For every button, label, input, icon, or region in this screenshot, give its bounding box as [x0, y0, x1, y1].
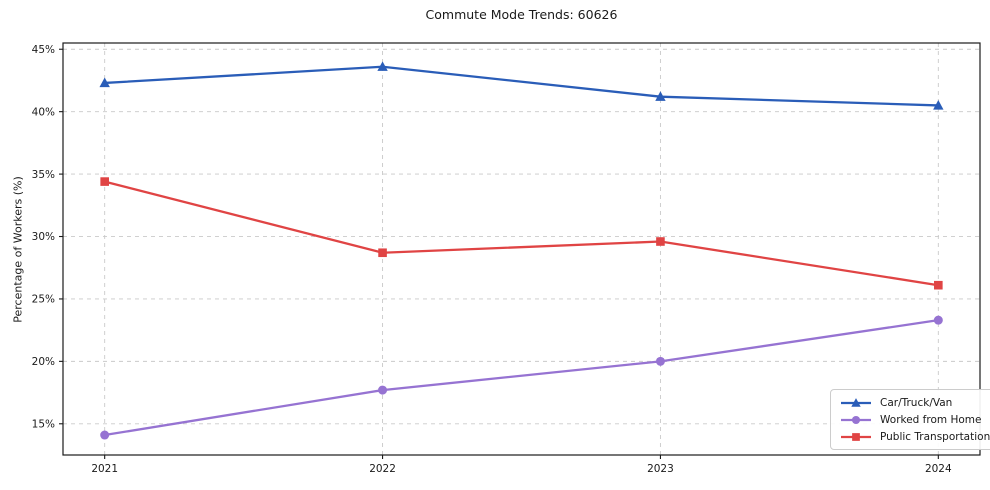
series-line — [103, 65, 940, 107]
legend: Car/Truck/Van Worked from Home Public Tran… — [830, 389, 990, 450]
circle-marker — [655, 356, 665, 366]
square-marker — [378, 248, 387, 258]
legend-item: Public Transportation — [839, 429, 990, 444]
legend-label: Car/Truck/Van — [880, 396, 953, 409]
series-line — [103, 319, 940, 437]
y-tick-label: 40% — [32, 106, 55, 118]
legend-label: Worked from Home — [880, 413, 982, 426]
legend-item: Car/Truck/Van — [839, 395, 990, 410]
chart-title: Commute Mode Trends: 60626 — [425, 7, 618, 22]
y-tick-label: 35% — [32, 169, 55, 181]
triangle-marker — [933, 100, 944, 110]
square-marker — [934, 280, 943, 290]
triangle-marker — [99, 77, 110, 88]
legend-square-marker-icon — [841, 432, 871, 441]
legend-triangle-marker-icon — [841, 397, 871, 407]
legend-circle-marker-icon — [841, 415, 871, 424]
x-tick-label: 2021 — [91, 463, 118, 475]
legend-label: Public Transportation — [880, 430, 990, 443]
triangle-marker — [377, 61, 388, 71]
circle-marker — [933, 315, 943, 325]
axes-border — [62, 42, 981, 456]
square-marker — [852, 432, 860, 441]
square-marker — [100, 177, 109, 186]
circle-marker — [851, 415, 861, 424]
legend-item: Worked from Home — [839, 412, 990, 427]
y-tick-label: 15% — [32, 418, 55, 430]
x-tick-label: 2022 — [369, 463, 396, 475]
x-tick-label: 2023 — [647, 463, 674, 475]
series-line — [103, 180, 940, 287]
circle-marker — [378, 385, 388, 395]
triangle-marker — [851, 397, 861, 407]
y-tick-label: 45% — [32, 44, 55, 56]
circle-marker — [100, 430, 110, 440]
y-axis-label: Percentage of Workers (%) — [11, 176, 25, 323]
square-marker — [656, 237, 665, 246]
y-tick-label: 20% — [32, 356, 55, 368]
x-tick-label: 2024 — [925, 463, 952, 475]
y-tick-label: 30% — [32, 231, 55, 243]
triangle-marker — [655, 91, 666, 101]
y-tick-label: 25% — [32, 294, 55, 306]
